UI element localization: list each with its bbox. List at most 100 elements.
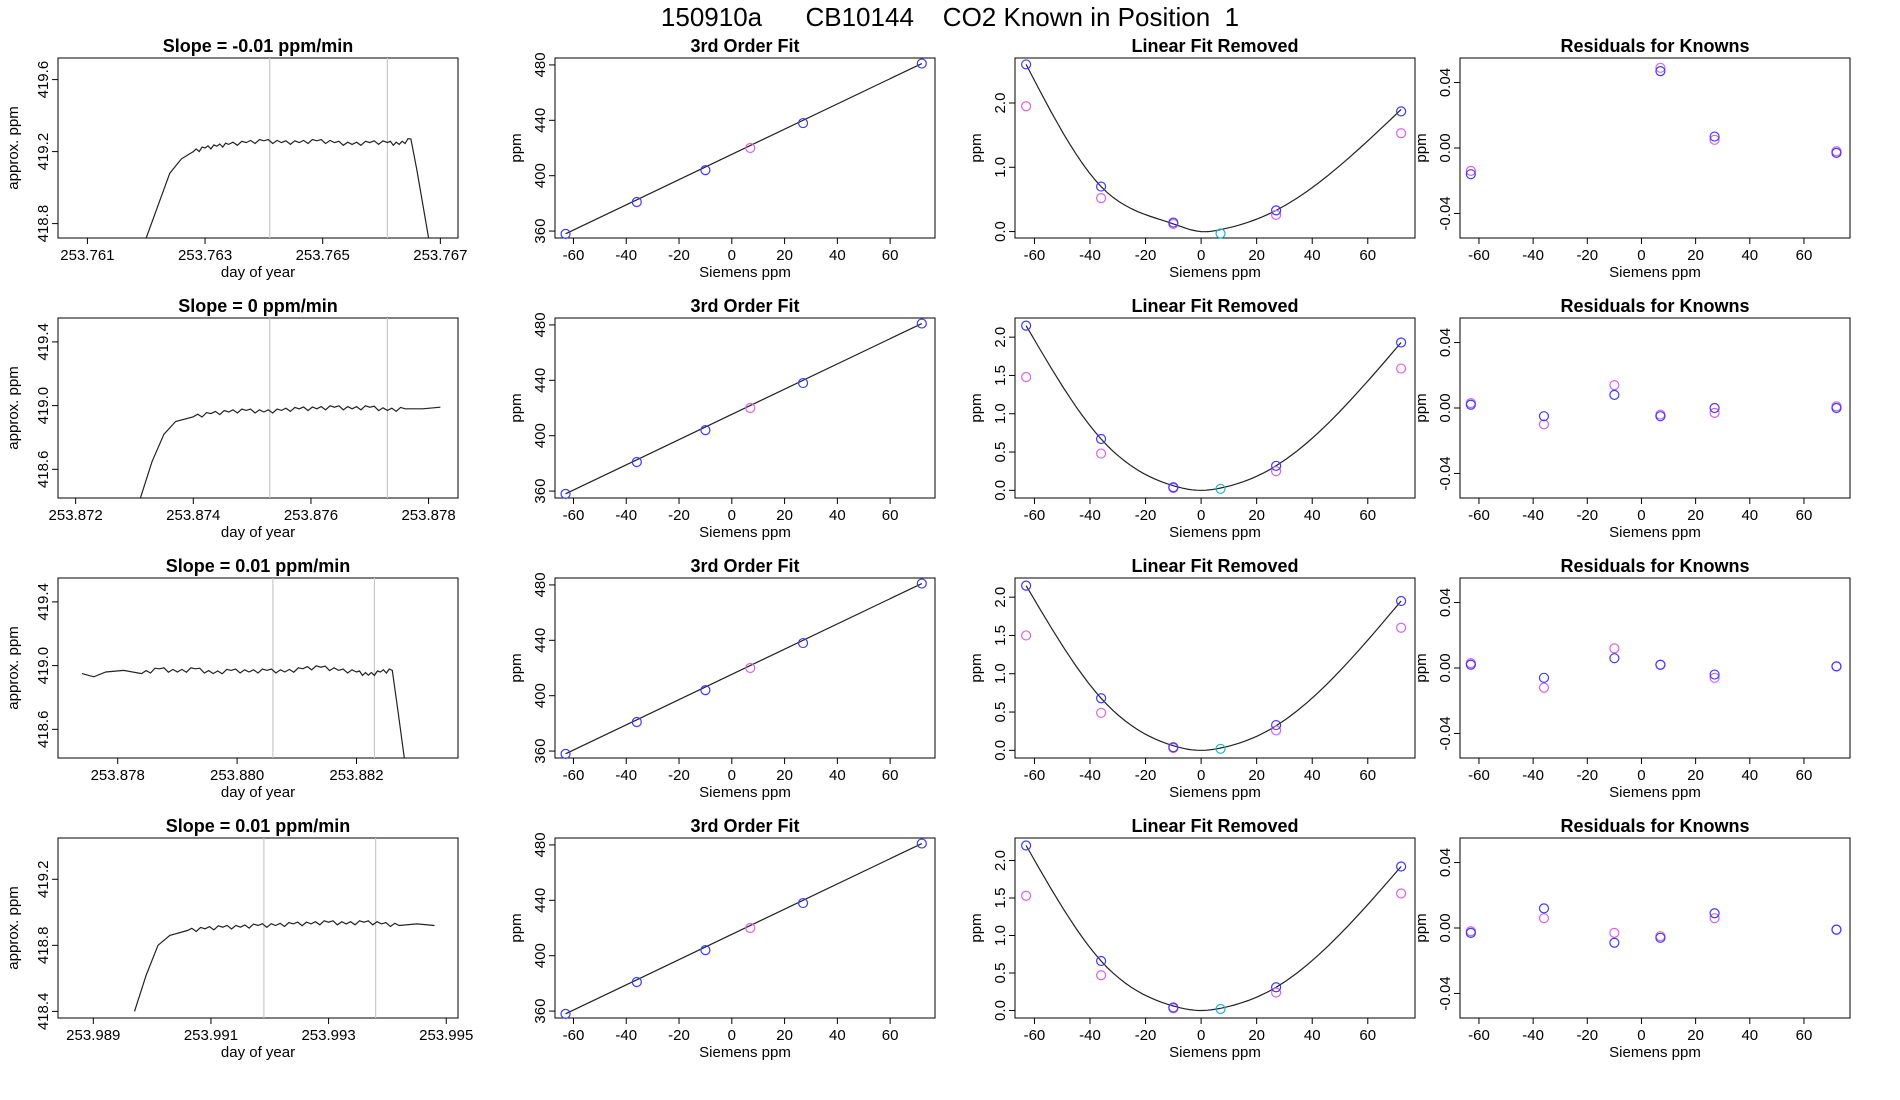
data-point-blue [1096,181,1107,192]
x-tick-label: 60 [1796,767,1813,784]
data-point-blue [1655,659,1666,670]
x-tick-label: 40 [1741,1027,1758,1044]
data-point-magenta [745,922,756,934]
y-axis-label: ppm [968,653,985,682]
panel-title: 3rd Order Fit [690,816,799,836]
data-point-magenta [745,662,756,674]
x-tick-label: 60 [1359,1027,1376,1044]
chart-panel: Linear Fit Removed -60 -40 -20 0 20 40 60 0.0 0.5… [968,296,1416,541]
data-point-blue [916,318,927,329]
y-tick-label: 419.2 [35,133,52,171]
data-point-blue [1609,653,1620,664]
data-point-blue [1655,932,1666,943]
y-tick-label: 418.8 [35,205,52,243]
x-tick-label: 20 [1687,767,1704,784]
x-tick-label: -40 [1079,507,1101,524]
y-axis-label: ppm [1413,653,1430,682]
data-point-blue [631,456,642,468]
y-tick-label: 440 [532,628,549,653]
y-axis-label: approx. ppm [5,106,22,189]
x-tick-label: 253.872 [49,507,103,524]
y-axis-label: ppm [968,913,985,942]
x-tick-label: 60 [1796,247,1813,264]
x-tick-label: -40 [1079,1027,1101,1044]
x-tick-label: 0 [1197,507,1205,524]
data-point-magenta [1396,128,1407,139]
x-tick-label: -20 [668,1027,690,1044]
fit-line [565,582,923,755]
data-point-magenta [1271,987,1282,998]
data-point-cyan [1215,743,1226,754]
data-point-magenta [1709,134,1720,145]
y-tick-label: 2.0 [992,93,1009,114]
y-tick-label: 0.5 [992,702,1009,723]
y-tick-label: 480 [532,312,549,337]
data-series-line [145,137,430,238]
data-point-magenta [1021,371,1032,383]
x-tick-label: 0 [1197,767,1205,784]
data-point-blue [1465,659,1476,670]
y-tick-label: 360 [532,219,549,244]
y-tick-label: 0.00 [1437,133,1454,162]
x-tick-label: 40 [829,767,846,784]
x-tick-label: 20 [1248,507,1265,524]
plot-frame [554,577,936,759]
fit-curve [1025,585,1402,751]
x-tick-label: -60 [1468,1027,1490,1044]
data-point-blue [1831,661,1842,672]
data-point-blue [1709,131,1720,142]
plot-frame [57,577,459,759]
data-point-blue [631,196,642,208]
x-tick-label: -40 [615,767,637,784]
x-axis-label: Siemens ppm [1609,524,1701,541]
data-series-line [133,920,435,1012]
panel-title: Slope = 0.01 ppm/min [166,556,351,576]
x-tick-label: 0 [1197,1027,1205,1044]
x-tick-label: 20 [776,1027,793,1044]
y-axis-label: ppm [508,913,525,942]
x-tick-label: -40 [615,507,637,524]
y-tick-label: 360 [532,479,549,504]
plot-frame [57,837,459,1019]
x-tick-label: 253.880 [210,767,264,784]
panel-title: Linear Fit Removed [1131,36,1298,56]
y-tick-label: 0.04 [1437,328,1454,357]
x-tick-label: 20 [1687,1027,1704,1044]
x-axis-label: Siemens ppm [1169,524,1261,541]
x-tick-label: -40 [1079,247,1101,264]
data-point-blue [1271,205,1282,216]
x-tick-label: -20 [1576,1027,1598,1044]
data-point-blue [700,685,711,696]
panel-title: Slope = 0 ppm/min [178,296,338,316]
data-point-blue [1465,927,1476,939]
y-tick-label: 1.0 [992,157,1009,178]
x-tick-label: -60 [563,1027,585,1044]
y-tick-label: 418.6 [35,451,52,489]
plot-area [81,578,405,758]
data-point-magenta [1396,888,1407,899]
data-point-blue [1271,460,1282,471]
panel-title: Slope = 0.01 ppm/min [166,816,351,836]
figure-title: 150910a CB10144 CO2 Known in Position 1 [660,2,1240,32]
x-tick-label: 253.763 [178,247,232,264]
data-point-magenta [1709,913,1720,924]
data-point-blue [1096,955,1107,967]
y-axis-label: ppm [1413,393,1430,422]
data-series-line [139,405,441,498]
x-tick-label: 20 [776,767,793,784]
data-point-blue [916,58,927,69]
y-tick-label: 0.00 [1437,393,1454,422]
y-tick-label: 0.0 [992,1000,1009,1021]
y-tick-label: 418.6 [35,711,52,749]
plot-area [145,58,430,238]
x-tick-label: -60 [1024,767,1046,784]
panel-title: Slope = -0.01 ppm/min [163,36,354,56]
data-point-blue [1271,982,1282,993]
x-tick-label: -60 [563,507,585,524]
x-tick-label: 20 [776,247,793,264]
y-tick-label: 0.04 [1437,588,1454,617]
data-point-magenta [1096,707,1107,718]
y-tick-label: 360 [532,739,549,764]
y-axis-label: ppm [508,133,525,162]
